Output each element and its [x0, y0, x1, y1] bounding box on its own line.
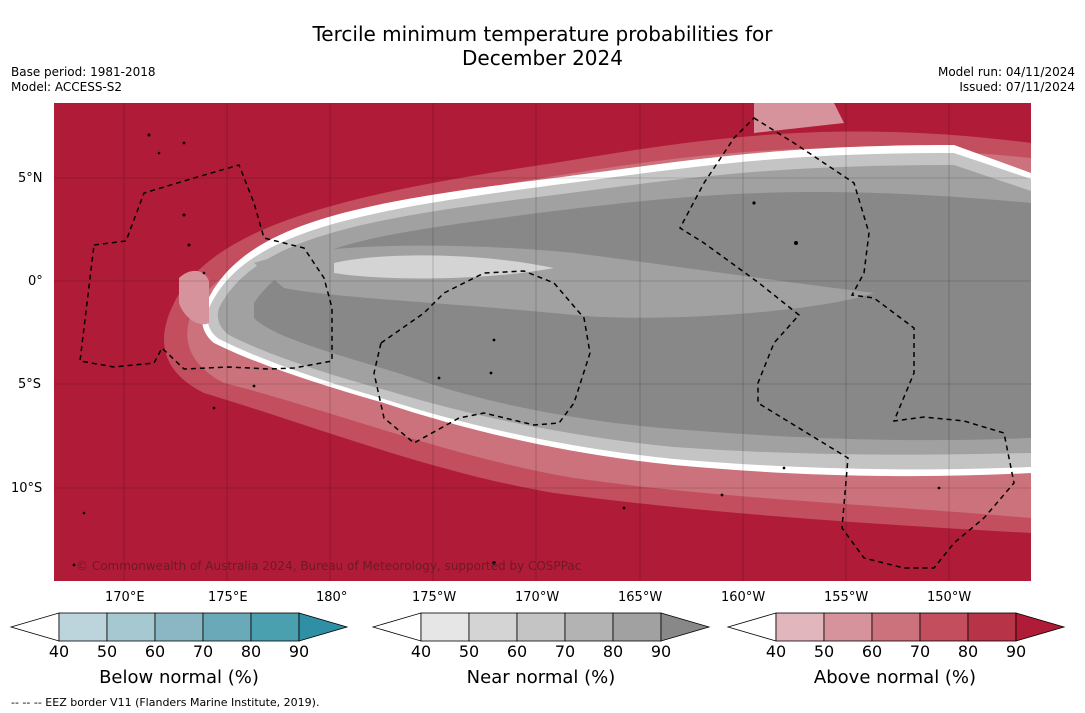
above-normal-west-patch — [179, 270, 209, 325]
lon-label-160w: 160°W — [721, 590, 766, 605]
near-colorbar-tick: 40 — [410, 642, 432, 661]
above-colorbar-segment — [775, 612, 825, 642]
islands — [72, 133, 941, 567]
lon-label-165w: 165°W — [618, 590, 663, 605]
above-colorbar-tick: 60 — [861, 642, 883, 661]
model-run-text: Model run: 04/11/2024 — [937, 65, 1075, 79]
above-colorbar-segment — [919, 612, 969, 642]
near-colorbar-tick: 60 — [506, 642, 528, 661]
below-colorbar-tick: 50 — [96, 642, 118, 661]
copyright-text: © Commonwealth of Australia 2024, Bureau… — [76, 559, 581, 573]
near-normal-light-patch — [334, 255, 554, 279]
above-colorbar-segment — [871, 612, 921, 642]
lat-label-0: 0° — [28, 274, 43, 289]
eez-footnote: -- -- -- EEZ border V11 (Flanders Marine… — [11, 696, 320, 709]
near-colorbar-segment — [420, 612, 470, 642]
lon-label-180: 180° — [316, 590, 348, 605]
lon-label-155w: 155°W — [824, 590, 869, 605]
near-colorbar-segment — [612, 612, 662, 642]
below-colorbar-min-arrow — [9, 612, 60, 642]
above-colorbar-min-arrow — [726, 612, 777, 642]
near-colorbar-min-arrow — [371, 612, 422, 642]
below-colorbar-segment — [250, 612, 300, 642]
below-colorbar-tick: 90 — [288, 642, 310, 661]
near-colorbar-max-arrow — [660, 612, 711, 642]
above-colorbar-tick: 70 — [909, 642, 931, 661]
colorbar-near-normal — [371, 612, 711, 642]
near-colorbar-tick: 70 — [554, 642, 576, 661]
below-normal-label: Below normal (%) — [99, 667, 259, 688]
lon-label-170e: 170°E — [105, 590, 145, 605]
near-normal-label: Near normal (%) — [466, 667, 616, 688]
below-colorbar-segment — [154, 612, 204, 642]
above-colorbar-tick: 40 — [765, 642, 787, 661]
above-colorbar-tick: 90 — [1005, 642, 1027, 661]
above-colorbar-segment — [967, 612, 1017, 642]
below-colorbar-tick: 40 — [48, 642, 70, 661]
near-colorbar-tick: 50 — [458, 642, 480, 661]
above-colorbar-tick: 80 — [957, 642, 979, 661]
above-colorbar-max-arrow — [1015, 612, 1066, 642]
lon-label-170w: 170°W — [515, 590, 560, 605]
lat-label-5s: 5°S — [18, 377, 42, 392]
below-colorbar-segment — [202, 612, 252, 642]
below-colorbar-segment — [106, 612, 156, 642]
above-normal-label: Above normal (%) — [813, 667, 977, 688]
colorbars — [9, 612, 1066, 642]
near-colorbar-segment — [468, 612, 518, 642]
model-text: Model: ACCESS-S2 — [11, 80, 123, 94]
below-colorbar-tick: 70 — [192, 642, 214, 661]
map-title-line1: Tercile minimum temperature probabilitie… — [312, 22, 773, 46]
lon-label-175w: 175°W — [412, 590, 457, 605]
colorbar-above-normal — [726, 612, 1066, 642]
near-colorbar-segment — [516, 612, 566, 642]
below-colorbar-segment — [58, 612, 108, 642]
eez-borders — [79, 117, 1015, 569]
lat-label-5n: 5°N — [18, 171, 43, 186]
below-colorbar-tick: 80 — [240, 642, 262, 661]
above-colorbar-tick: 50 — [813, 642, 835, 661]
map-gridlines — [54, 103, 1031, 581]
above-colorbar-segment — [823, 612, 873, 642]
lon-label-150w: 150°W — [927, 590, 972, 605]
base-period-text: Base period: 1981-2018 — [11, 65, 156, 79]
lon-label-175e: 175°E — [208, 590, 248, 605]
near-colorbar-tick: 80 — [602, 642, 624, 661]
above-normal-patch-north — [754, 103, 844, 133]
issued-text: Issued: 07/11/2024 — [959, 80, 1075, 94]
map-title-line2: December 2024 — [462, 46, 623, 70]
near-colorbar-segment — [564, 612, 614, 642]
below-colorbar-max-arrow — [298, 612, 349, 642]
near-colorbar-tick: 90 — [650, 642, 672, 661]
lat-label-10s: 10°S — [11, 481, 43, 496]
below-colorbar-tick: 60 — [144, 642, 166, 661]
probability-map: © Commonwealth of Australia 2024, Bureau… — [54, 103, 1031, 581]
colorbar-below-normal — [9, 612, 349, 642]
